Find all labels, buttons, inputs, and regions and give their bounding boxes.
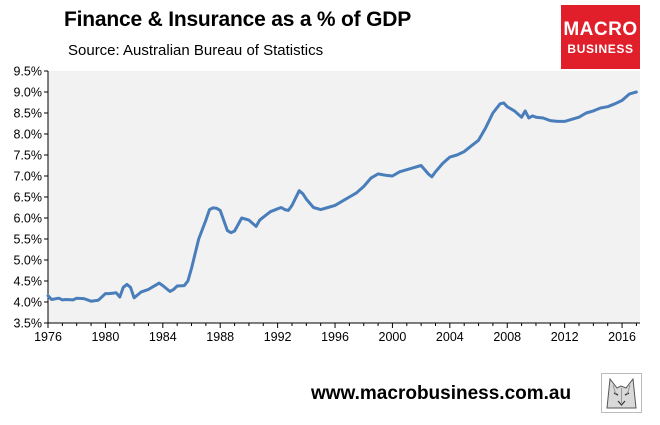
y-tick-label: 4.0% <box>14 296 43 310</box>
y-tick-label: 9.0% <box>14 86 43 100</box>
x-tick-label: 1992 <box>264 330 292 344</box>
x-tick-label: 1976 <box>34 330 62 344</box>
y-tick-label: 8.5% <box>14 107 43 121</box>
x-tick-label: 2008 <box>493 330 521 344</box>
y-tick-label: 8.0% <box>14 128 43 142</box>
x-tick-label: 1980 <box>91 330 119 344</box>
macrobusiness-logo: MACRO BUSINESS <box>561 5 640 69</box>
y-tick-label: 6.0% <box>14 212 43 226</box>
logo-line-2: BUSINESS <box>567 41 634 56</box>
chart-title: Finance & Insurance as a % of GDP <box>64 8 412 31</box>
x-tick-label: 2016 <box>608 330 636 344</box>
y-tick-label: 4.5% <box>14 275 43 289</box>
chart-subtitle: Source: Australian Bureau of Statistics <box>68 42 324 59</box>
footer-url: www.macrobusiness.com.au <box>311 383 572 404</box>
y-tick-label: 6.5% <box>14 191 43 205</box>
x-tick-label: 2012 <box>551 330 579 344</box>
series-line <box>46 90 638 303</box>
x-tick-label: 1984 <box>149 330 177 344</box>
x-tick-label: 1996 <box>321 330 349 344</box>
x-tick-label: 2004 <box>436 330 464 344</box>
plot-area <box>48 71 640 323</box>
y-tick-label: 5.0% <box>14 254 43 268</box>
logo-line-1: MACRO <box>563 18 638 40</box>
y-tick-label: 7.5% <box>14 149 43 163</box>
wolf-logo-icon <box>601 373 642 413</box>
y-tick-label: 7.0% <box>14 170 43 184</box>
y-tick-label: 5.5% <box>14 233 43 247</box>
x-tick-label: 1988 <box>206 330 234 344</box>
x-tick-label: 2000 <box>379 330 407 344</box>
y-tick-label: 3.5% <box>14 317 43 331</box>
y-tick-label: 9.5% <box>14 65 43 79</box>
